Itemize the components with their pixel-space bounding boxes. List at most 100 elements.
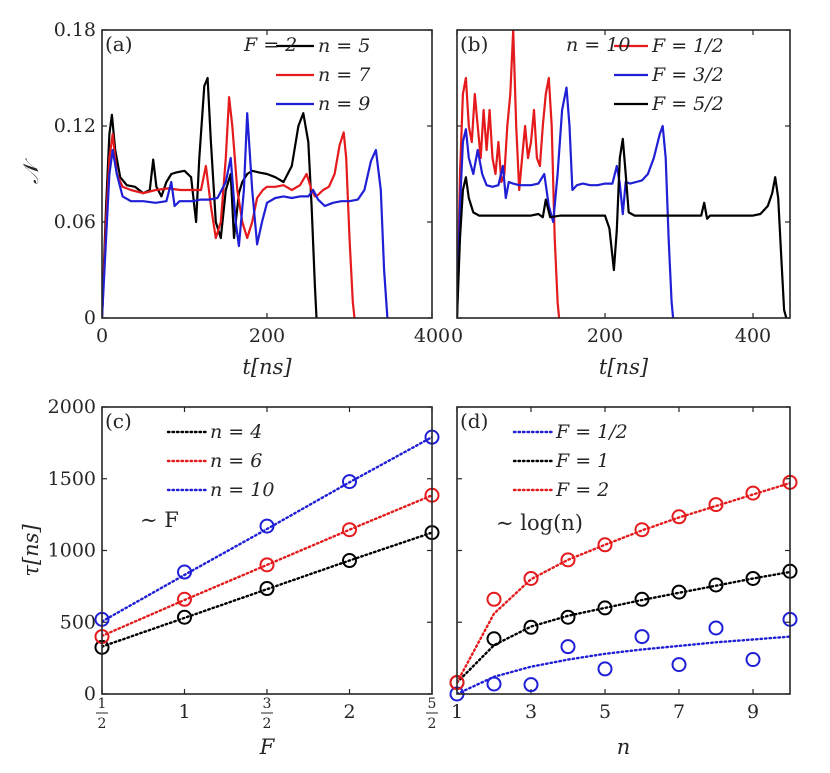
x-tick-label-num: 5: [428, 696, 437, 712]
axes-frame: [101, 406, 433, 695]
panel-label: (b): [460, 32, 488, 56]
series-line: [102, 96, 356, 318]
x-tick-label-den: 2: [98, 716, 107, 732]
panel-label: (c): [105, 409, 132, 433]
data-marker: [259, 581, 275, 597]
panel-annotation: ∼ F: [140, 508, 179, 532]
data-marker: [523, 677, 539, 693]
x-axis-label: n: [617, 735, 631, 759]
panel-label: (a): [105, 32, 133, 56]
legend-label: F = 5/2: [651, 93, 724, 115]
x-tick-label-text: 7: [673, 701, 685, 723]
axes-frame: [456, 406, 791, 695]
legend-label: F = 2: [555, 479, 609, 501]
legend-label: F = 3/2: [651, 64, 724, 86]
legend-label: F = 1: [555, 450, 609, 472]
fit-curve: [102, 494, 432, 638]
y-axis-label: τ[ns]: [19, 524, 43, 577]
data-marker: [671, 584, 687, 600]
x-axis-label: F: [259, 735, 276, 759]
legend-label: F = 1/2: [555, 421, 628, 443]
data-marker: [486, 631, 502, 647]
x-tick-label: 200: [587, 325, 623, 347]
data-marker: [745, 570, 761, 586]
x-tick-label: 400: [735, 325, 771, 347]
data-marker: [560, 552, 576, 568]
panel-label: (d): [460, 409, 488, 433]
data-marker: [523, 619, 539, 635]
panel-1: 0 200 400 0 0.06 0.12 0.18 (a) t[ns] 𝒩n = 5 n = 7 n…: [19, 19, 450, 379]
plot-area: [102, 435, 432, 648]
x-tick-label-text: 9: [747, 701, 759, 723]
data-marker: [560, 609, 576, 625]
fit-curve: [457, 481, 790, 684]
x-tick-label: 0: [451, 325, 463, 347]
x-axis-label: t[ns]: [242, 355, 292, 379]
legend-label: n = 10: [210, 479, 274, 501]
x-tick-label: 200: [249, 325, 285, 347]
series-line: [102, 76, 318, 318]
data-marker: [177, 564, 192, 580]
x-tick-label: 1: [178, 701, 190, 723]
fit-curve: [457, 570, 790, 684]
axes-frame: [101, 29, 433, 319]
y-tick-label: 0.18: [54, 19, 96, 41]
y-tick-label: 2000: [48, 396, 96, 418]
x-tick-label-text: 2: [343, 701, 355, 723]
data-marker: [671, 509, 687, 525]
x-tick-label-text: 400: [414, 325, 450, 347]
x-tick-label: 0: [96, 325, 108, 347]
data-marker: [671, 657, 687, 673]
x-tick-label: 5: [599, 701, 611, 723]
x-tick-label: 3: [525, 701, 537, 723]
series-line: [457, 86, 675, 318]
x-tick-label-num: 1: [98, 696, 107, 712]
data-marker: [177, 591, 192, 607]
legend-label: n = 5: [318, 35, 370, 57]
data-marker: [259, 518, 275, 534]
x-tick-label-num: 3: [263, 696, 272, 712]
y-tick-label: 0.06: [54, 211, 96, 233]
x-tick-label: 2: [343, 701, 355, 723]
data-marker: [634, 591, 650, 607]
x-tick-label-text: 1: [451, 701, 463, 723]
data-marker: [708, 497, 724, 513]
x-tick-label-text: 0: [96, 325, 108, 347]
data-marker: [177, 609, 192, 625]
legend-label: n = 4: [210, 421, 262, 443]
y-tick-label: 0: [84, 683, 96, 705]
data-marker: [342, 553, 357, 569]
data-marker: [745, 485, 761, 501]
x-tick-label-text: 3: [525, 701, 537, 723]
y-tick-label: 0: [84, 307, 96, 329]
data-marker: [634, 522, 650, 538]
panel-annotation: n = 10: [566, 34, 630, 56]
x-tick-label: 9: [747, 701, 759, 723]
x-tick-label: 12: [96, 696, 108, 732]
legend-label: n = 9: [318, 93, 370, 115]
x-tick-label-text: 200: [587, 325, 623, 347]
series-line: [457, 137, 788, 318]
x-tick-label-den: 2: [428, 716, 437, 732]
x-tick-label-text: 400: [735, 325, 771, 347]
data-marker: [486, 591, 502, 607]
series-line: [102, 112, 389, 318]
panel-annotation: F = 2: [243, 34, 297, 56]
panel-annotation: ∼ log(n): [496, 511, 583, 535]
data-marker: [342, 474, 357, 490]
fit-curve: [102, 435, 432, 623]
plot-area: [457, 30, 788, 318]
x-tick-label: 400: [414, 325, 450, 347]
fit-curve: [457, 635, 790, 694]
x-tick-label: 52: [426, 696, 438, 732]
panel-4: 1 3 5 7 9 (d) n F = 1/2 F = 1 F = 2 ∼ log(n): [449, 406, 798, 759]
data-marker: [560, 639, 576, 655]
data-marker: [597, 661, 613, 677]
data-marker: [486, 676, 502, 692]
x-tick-label-text: 5: [599, 701, 611, 723]
axes-frame: [456, 29, 791, 319]
data-marker: [597, 600, 613, 616]
data-marker: [597, 537, 613, 553]
